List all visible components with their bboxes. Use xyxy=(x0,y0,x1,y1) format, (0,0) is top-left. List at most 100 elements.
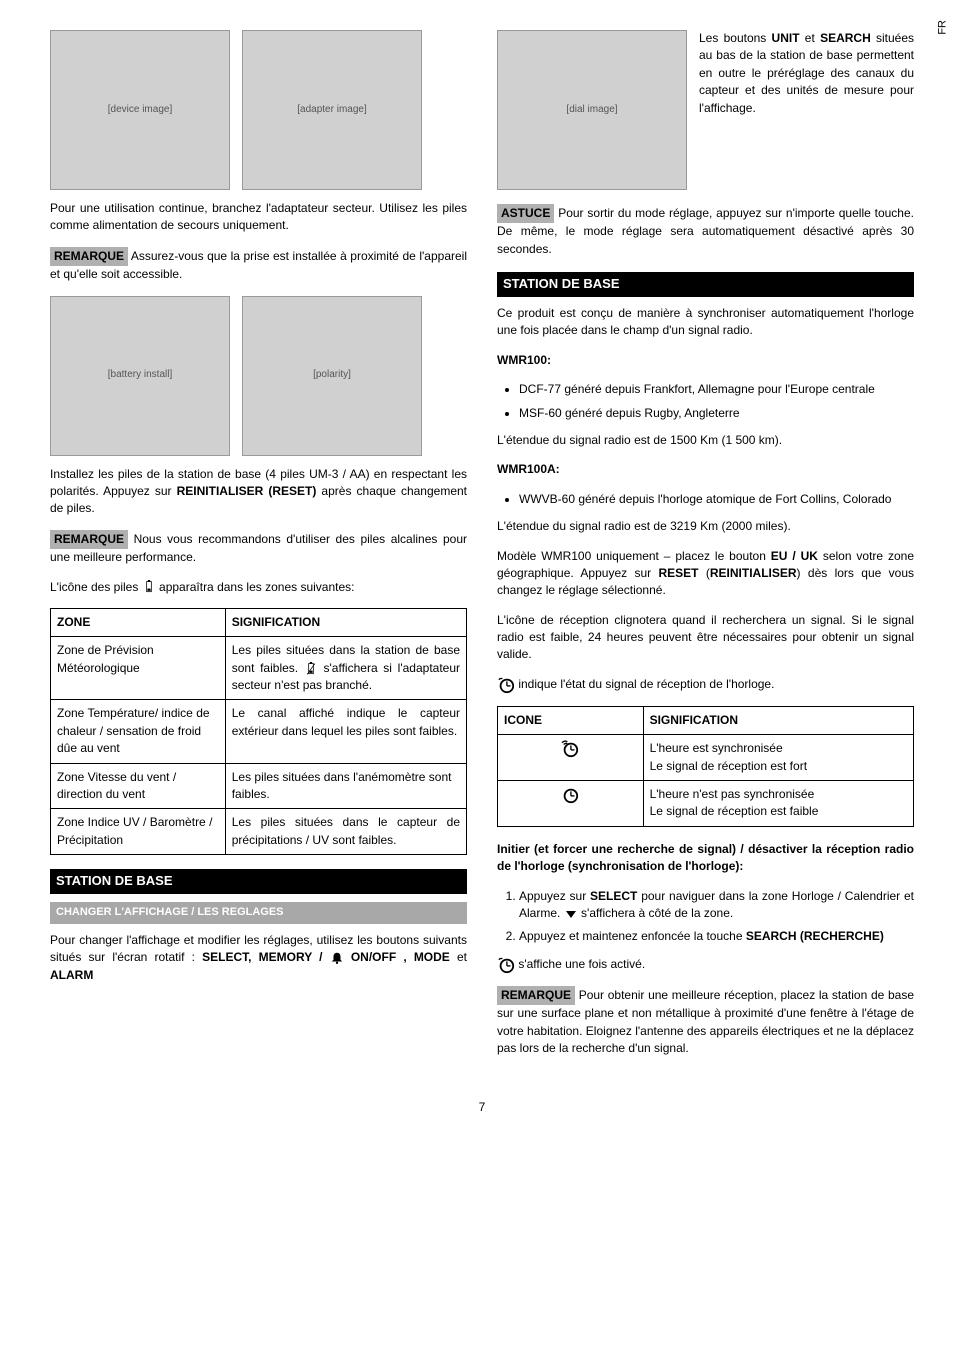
astuce: ASTUCE Pour sortir du mode réglage, appu… xyxy=(497,204,914,258)
language-label: FR xyxy=(936,20,952,35)
s0a: L'heure est synchronisée xyxy=(650,741,783,755)
table-row: Zone Température/ indice de chaleur / se… xyxy=(51,700,467,763)
list-item: MSF-60 généré depuis Rugby, Angleterre xyxy=(519,405,914,422)
wmr100-label: WMR100: xyxy=(497,352,914,369)
cell-zone-2: Zone Vitesse du vent / direction du vent xyxy=(51,763,226,809)
sync-text: Ce produit est conçu de manière à synchr… xyxy=(497,305,914,340)
p2b: REINITIALISER (RESET) xyxy=(177,484,317,498)
r1a: Les boutons xyxy=(699,31,772,45)
remark-2: REMARQUE Nous vous recommandons d'utilis… xyxy=(50,530,467,567)
change-display-text: Pour changer l'affichage et modifier les… xyxy=(50,932,467,984)
astuce-text: Pour sortir du mode réglage, appuyez sur… xyxy=(497,206,914,256)
range-3219: L'étendue du signal radio est de 3219 Km… xyxy=(497,518,914,535)
subsection-change-display: CHANGER L'AFFICHAGE / LES REGLAGES xyxy=(50,902,467,924)
page-columns: [device image] [adapter image] Pour une … xyxy=(50,30,914,1069)
sig-strong: L'heure est synchronisée Le signal de ré… xyxy=(643,735,913,781)
p4c: ON/OFF , MODE xyxy=(351,950,450,964)
cell-sig-0: Les piles situées dans la station de bas… xyxy=(225,637,466,700)
sig-weak: L'heure n'est pas synchronisée Le signal… xyxy=(643,781,913,827)
table-header: ZONE SIGNIFICATION xyxy=(51,608,467,636)
wmr100a-label: WMR100A: xyxy=(497,461,914,478)
s1a: L'heure n'est pas synchronisée xyxy=(650,787,815,801)
top-right-row: [dial image] Les boutons UNIT et SEARCH … xyxy=(497,30,914,190)
clock-weak-icon xyxy=(561,786,579,804)
remark-badge-3: REMARQUE xyxy=(497,986,575,1005)
table-row: L'heure n'est pas synchronisée Le signal… xyxy=(498,781,914,827)
table-row: Zone de Prévision Météorologique Les pil… xyxy=(51,637,467,700)
ol1a: Appuyez et maintenez enfoncée la touche xyxy=(519,929,746,943)
table-header: ICONE SIGNIFICATION xyxy=(498,706,914,734)
icon-cell-strong xyxy=(498,735,644,781)
ol1b: SEARCH (RECHERCHE) xyxy=(746,929,884,943)
battery-install-image: [battery install] xyxy=(50,296,230,456)
th-signification-2: SIGNIFICATION xyxy=(643,706,913,734)
battery-icon xyxy=(304,662,318,676)
r1c: et xyxy=(800,31,821,45)
clock-signal-icon xyxy=(497,676,515,694)
astuce-badge: ASTUCE xyxy=(497,204,554,223)
ol0b: SELECT xyxy=(590,889,637,903)
battery-icon-text: L'icône des piles apparaîtra dans les zo… xyxy=(50,579,467,596)
image-row-2: [battery install] [polarity] xyxy=(50,296,467,456)
clock-strong-icon xyxy=(561,740,579,758)
image-row-1: [device image] [adapter image] xyxy=(50,30,467,190)
wmr100a-list: WWVB-60 généré depuis l'horloge atomique… xyxy=(497,491,914,508)
p3b: apparaîtra dans les zones suivantes: xyxy=(159,580,354,594)
battery-install-text: Installez les piles de la station de bas… xyxy=(50,466,467,518)
zone-table: ZONE SIGNIFICATION Zone de Prévision Mét… xyxy=(50,608,467,855)
table-row: Zone Vitesse du vent / direction du vent… xyxy=(51,763,467,809)
r5d: RESET xyxy=(659,566,699,580)
p4e: ALARM xyxy=(50,968,93,982)
range-1500: L'étendue du signal radio est de 1500 Km… xyxy=(497,432,914,449)
polarity-image: [polarity] xyxy=(242,296,422,456)
list-item: WWVB-60 généré depuis l'horloge atomique… xyxy=(519,491,914,508)
clock-signal-icon xyxy=(497,956,515,974)
remark-3: REMARQUE Pour obtenir une meilleure réce… xyxy=(497,986,914,1058)
remark-1: REMARQUE Assurez-vous que la prise est i… xyxy=(50,247,467,284)
initiate-search-heading: Initier (et forcer une recherche de sign… xyxy=(497,841,914,876)
p3a: L'icône des piles xyxy=(50,580,142,594)
triangle-down-icon xyxy=(564,907,578,921)
section-station-base-1: STATION DE BASE xyxy=(50,869,467,894)
r9: s'affiche une fois activé. xyxy=(518,957,645,971)
r5b: EU / UK xyxy=(771,549,818,563)
adapter-text: Pour une utilisation continue, branchez … xyxy=(50,200,467,235)
bell-icon xyxy=(330,951,344,965)
list-item: Appuyez et maintenez enfoncée la touche … xyxy=(519,928,914,945)
ol0a: Appuyez sur xyxy=(519,889,590,903)
r5f: REINITIALISER xyxy=(710,566,797,580)
left-column: [device image] [adapter image] Pour une … xyxy=(50,30,467,1069)
clock-signal-state: indique l'état du signal de réception de… xyxy=(497,676,914,694)
r7: indique l'état du signal de réception de… xyxy=(518,677,774,691)
cell-zone-1: Zone Température/ indice de chaleur / se… xyxy=(51,700,226,763)
ol0d: s'affichera à côté de la zone. xyxy=(581,906,733,920)
steps-list: Appuyez sur SELECT pour naviguer dans la… xyxy=(497,888,914,946)
icon-table: ICONE SIGNIFICATION L'heure est synchron… xyxy=(497,706,914,827)
remark-badge: REMARQUE xyxy=(50,247,128,266)
table-row: Zone Indice UV / Baromètre / Précipitati… xyxy=(51,809,467,855)
p4b: SELECT, MEMORY / xyxy=(202,950,330,964)
r5e: ( xyxy=(699,566,710,580)
dial-image: [dial image] xyxy=(497,30,687,190)
s0b: Le signal de réception est fort xyxy=(650,759,807,773)
th-icone: ICONE xyxy=(498,706,644,734)
table-row: L'heure est synchronisée Le signal de ré… xyxy=(498,735,914,781)
th-zone: ZONE xyxy=(51,608,226,636)
page-number: 7 xyxy=(50,1099,914,1116)
cell-sig-3: Les piles situées dans le capteur de pré… xyxy=(225,809,466,855)
activated-text: s'affiche une fois activé. xyxy=(497,956,914,974)
device-image: [device image] xyxy=(50,30,230,190)
right-column: [dial image] Les boutons UNIT et SEARCH … xyxy=(497,30,914,1069)
reception-icon-text: L'icône de réception clignotera quand il… xyxy=(497,612,914,664)
battery-icon xyxy=(142,580,156,594)
wmr100-list: DCF-77 généré depuis Frankfort, Allemagn… xyxy=(497,381,914,422)
section-station-base-2: STATION DE BASE xyxy=(497,272,914,297)
unit-search-text: Les boutons UNIT et SEARCH situées au ba… xyxy=(699,30,914,178)
adapter-image: [adapter image] xyxy=(242,30,422,190)
cell-sig-2: Les piles situées dans l'anémomètre sont… xyxy=(225,763,466,809)
th-signification: SIGNIFICATION xyxy=(225,608,466,636)
r5a: Modèle WMR100 uniquement – placez le bou… xyxy=(497,549,771,563)
list-item: Appuyez sur SELECT pour naviguer dans la… xyxy=(519,888,914,923)
cell-zone-0: Zone de Prévision Météorologique xyxy=(51,637,226,700)
list-item: DCF-77 généré depuis Frankfort, Allemagn… xyxy=(519,381,914,398)
